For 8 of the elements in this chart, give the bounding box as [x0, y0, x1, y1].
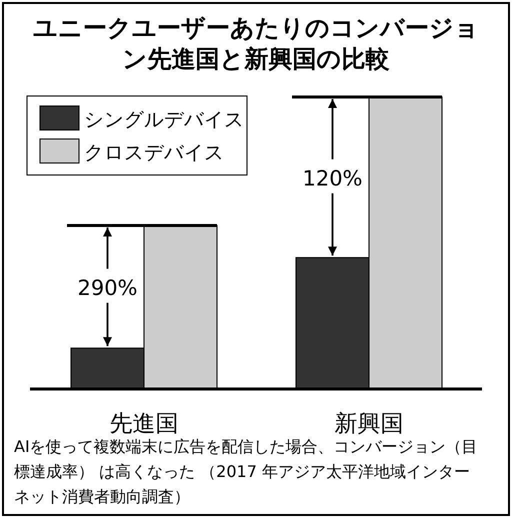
annotation: 120% [302, 166, 363, 190]
chart-title: ユニークユーザーあたりのコンバージョン先進国と新興国の比較 [33, 14, 479, 73]
x-tick-label: 新興国 [334, 411, 404, 437]
text: AIを使って複数端末に広告を配信した場合、コンバージョン（目標達成率） は高くなった （2017 年アジア太平洋地域インターネット消費者動向調査） [14, 437, 478, 506]
legend-label: シングルデバイス [84, 108, 244, 131]
annotation: 290% [77, 276, 138, 300]
legend-label: クロスデバイス [84, 141, 224, 164]
x-tick-label: 先進国 [110, 411, 178, 437]
